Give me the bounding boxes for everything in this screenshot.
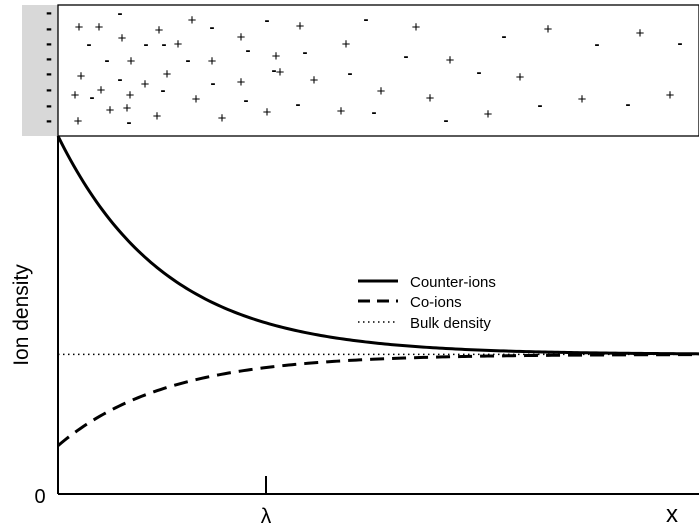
legend-label-co-ions: Co-ions <box>410 294 462 311</box>
cation-symbol: + <box>163 66 172 83</box>
surface-charge-symbol: - <box>46 33 52 53</box>
cation-symbol: + <box>237 29 246 46</box>
ion-schematic-panel: -------- + +-+ ++ -+- + - +- + +-- - +- - + - +- +- +-- +… <box>22 2 699 137</box>
y-origin-label: 0 <box>34 486 45 508</box>
anion-symbol: - <box>348 65 353 82</box>
anion-symbol: - <box>90 89 95 106</box>
cation-symbol: + <box>412 19 421 36</box>
cation-symbol: + <box>75 19 84 36</box>
cation-symbol: + <box>218 110 227 127</box>
cation-symbol: + <box>188 12 197 29</box>
anion-symbol: - <box>144 36 149 53</box>
charged-surface-strip <box>22 5 58 136</box>
cation-symbol: + <box>77 68 86 85</box>
surface-charge-symbol: - <box>46 2 52 22</box>
cation-symbol: + <box>71 87 80 104</box>
anion-symbol: - <box>87 36 92 53</box>
surface-charge-symbol: - <box>46 110 52 130</box>
legend-label-bulk-density: Bulk density <box>410 315 491 332</box>
anion-symbol: - <box>477 64 482 81</box>
solution-ions: + +-+ ++ -+- + - +- + +-- - +- - + - +- +- +-- + - +- + -++ - +… <box>71 5 683 131</box>
anion-symbol: - <box>272 62 277 79</box>
anion-symbol: - <box>538 97 543 114</box>
cation-symbol: + <box>636 25 645 42</box>
cation-symbol: + <box>155 22 164 39</box>
surface-charge-symbol: - <box>46 18 52 38</box>
anion-symbol: - <box>244 92 249 109</box>
anion-symbol: - <box>162 36 167 53</box>
cation-symbol: + <box>95 19 104 36</box>
surface-charge-symbol: - <box>46 63 52 83</box>
anion-symbol: - <box>118 71 123 88</box>
anion-symbol: - <box>364 11 369 28</box>
cation-symbol: + <box>578 91 587 108</box>
x-axis-label: x <box>666 501 678 528</box>
cation-symbol: + <box>426 90 435 107</box>
cation-symbol: + <box>263 104 272 121</box>
anion-symbol: - <box>210 19 215 36</box>
cation-symbol: + <box>192 91 201 108</box>
cation-symbol: + <box>74 113 83 130</box>
cation-symbol: + <box>141 76 150 93</box>
cation-symbol: + <box>276 64 285 81</box>
cation-symbol: + <box>106 102 115 119</box>
cation-symbol: + <box>342 36 351 53</box>
cation-symbol: + <box>127 53 136 70</box>
cation-symbol: + <box>174 36 183 53</box>
anion-symbol: - <box>161 82 166 99</box>
anion-symbol: - <box>502 28 507 45</box>
cation-symbol: + <box>377 83 386 100</box>
surface-charge-symbol: - <box>46 79 52 99</box>
cation-symbol: + <box>272 48 281 65</box>
series-co-ions-line <box>57 353 699 447</box>
cation-symbol: + <box>310 72 319 89</box>
anion-symbol: - <box>626 96 631 113</box>
cation-symbol: + <box>237 74 246 91</box>
y-axis-label: Ion density <box>10 264 33 366</box>
cation-symbol: + <box>123 100 132 117</box>
anion-symbol: - <box>186 52 191 69</box>
anion-symbol: - <box>444 112 449 129</box>
cation-symbol: + <box>97 82 106 99</box>
surface-charges: -------- <box>46 2 52 130</box>
anion-symbol: - <box>127 114 132 131</box>
anion-symbol: - <box>105 52 110 69</box>
cation-symbol: + <box>544 21 553 38</box>
anion-symbol: - <box>246 42 251 59</box>
anion-symbol: - <box>303 44 308 61</box>
cation-symbol: + <box>126 87 135 104</box>
schematic-frame <box>57 4 699 137</box>
legend: Counter-ions Co-ions Bulk density <box>358 274 496 332</box>
cation-symbol: + <box>337 103 346 120</box>
cation-symbol: + <box>446 52 455 69</box>
surface-charge-symbol: - <box>46 95 52 115</box>
cation-symbol: + <box>516 69 525 86</box>
anion-symbol: - <box>372 104 377 121</box>
legend-label-counter-ions: Counter-ions <box>410 274 496 291</box>
anion-symbol: - <box>595 36 600 53</box>
cation-symbol: + <box>484 106 493 123</box>
anion-symbol: - <box>265 12 270 29</box>
lambda-label: λ <box>261 505 272 528</box>
cation-symbol: + <box>296 18 305 35</box>
anion-symbol: - <box>404 48 409 65</box>
anion-symbol: - <box>211 75 216 92</box>
anion-symbol: - <box>118 5 123 22</box>
anion-symbol: - <box>678 35 683 52</box>
cation-symbol: + <box>153 108 162 125</box>
anion-symbol: - <box>296 96 301 113</box>
density-plot: Ion density 0 λ x Counter-ions Co-ions B… <box>10 135 699 528</box>
series-counter-ions-line <box>56 135 699 356</box>
cation-symbol: + <box>118 30 127 47</box>
cation-symbol: + <box>208 53 217 70</box>
cation-symbol: + <box>666 87 675 104</box>
surface-charge-symbol: - <box>46 48 52 68</box>
